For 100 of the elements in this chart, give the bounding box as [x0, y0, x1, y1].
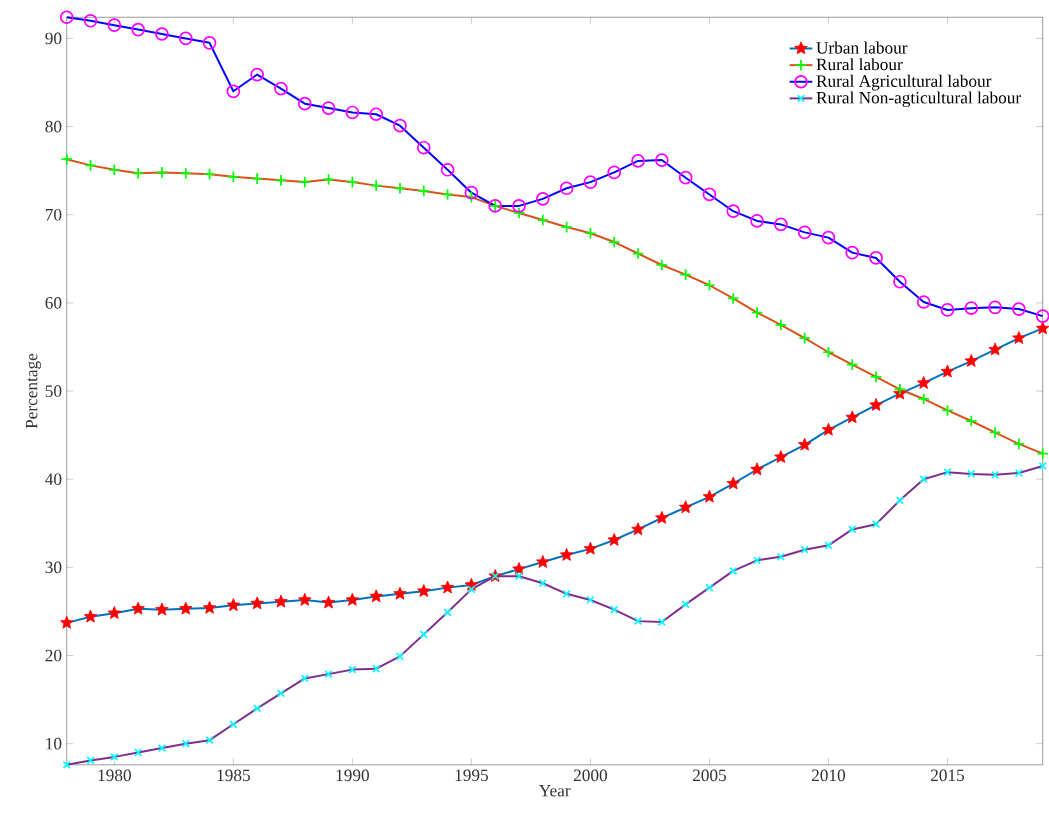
point	[916, 376, 931, 390]
point	[916, 295, 931, 310]
point	[229, 720, 238, 729]
point	[369, 589, 383, 603]
legend-label: Urban labour	[816, 41, 908, 54]
x-tick-label: 2000	[573, 769, 608, 782]
x-tick-label: 1995	[455, 769, 488, 782]
point	[702, 489, 717, 503]
point	[253, 704, 262, 713]
x-tick-label: 1980	[98, 769, 131, 782]
point	[417, 584, 431, 598]
point	[729, 566, 738, 576]
point	[776, 552, 786, 562]
point	[845, 410, 859, 424]
point	[300, 674, 309, 683]
point	[1012, 437, 1026, 451]
point	[274, 174, 288, 187]
point	[893, 383, 907, 396]
point	[774, 217, 788, 232]
point	[179, 167, 192, 180]
point	[654, 153, 669, 168]
point	[583, 542, 598, 555]
point	[1012, 331, 1026, 345]
point	[846, 358, 859, 371]
point	[727, 292, 740, 305]
point	[107, 606, 122, 620]
point	[131, 601, 145, 615]
point	[348, 665, 357, 674]
point	[83, 609, 98, 623]
point	[586, 596, 595, 605]
point	[536, 214, 549, 227]
point	[157, 744, 167, 753]
point	[678, 500, 693, 514]
point	[562, 589, 571, 599]
point	[893, 275, 907, 289]
point	[821, 231, 836, 245]
point	[535, 192, 550, 206]
point	[871, 520, 881, 529]
point	[440, 163, 455, 177]
point	[583, 175, 598, 190]
point	[1036, 447, 1049, 461]
point	[988, 426, 1002, 439]
point	[512, 206, 526, 220]
point	[298, 176, 311, 189]
point	[86, 756, 95, 765]
point	[1035, 309, 1049, 324]
y-tick-label: 30	[45, 561, 62, 574]
point	[702, 187, 717, 202]
point	[514, 572, 524, 581]
point	[917, 392, 930, 406]
point	[226, 84, 241, 99]
point	[967, 469, 976, 479]
point	[750, 462, 764, 476]
point	[726, 476, 740, 490]
point	[822, 346, 835, 359]
point	[536, 555, 550, 569]
point	[1038, 462, 1047, 471]
point	[250, 596, 264, 610]
point	[631, 247, 645, 260]
y-tick-label: 60	[45, 297, 62, 309]
point	[155, 27, 169, 42]
point	[705, 583, 714, 592]
point	[631, 522, 645, 536]
y-tick-label: 20	[45, 649, 62, 662]
x-tick-label: 2005	[692, 769, 727, 782]
point	[774, 450, 788, 464]
point	[227, 170, 240, 184]
point	[919, 475, 928, 484]
point	[869, 398, 883, 412]
point	[60, 616, 74, 629]
point	[681, 600, 690, 609]
point	[655, 511, 669, 524]
point	[441, 188, 454, 201]
point	[205, 736, 214, 745]
point	[559, 548, 574, 561]
point	[990, 470, 1000, 480]
point	[155, 602, 169, 616]
point	[345, 105, 360, 120]
point	[393, 182, 407, 195]
point	[393, 119, 407, 133]
point	[869, 251, 883, 265]
point	[181, 739, 190, 749]
point	[1012, 302, 1026, 317]
point	[940, 303, 955, 317]
point	[679, 268, 692, 282]
legend-label: Rural Non-agticultural labour	[816, 91, 1022, 108]
point	[393, 586, 407, 600]
point	[607, 533, 621, 546]
y-tick-label: 10	[46, 738, 62, 750]
point	[416, 141, 431, 155]
y-tick-label: 70	[45, 209, 62, 221]
point	[821, 422, 836, 436]
y-tick-label: 80	[45, 120, 62, 133]
point	[726, 204, 741, 219]
point	[559, 181, 574, 196]
point	[250, 67, 265, 82]
point	[203, 168, 216, 181]
point	[131, 22, 145, 37]
point	[988, 300, 1002, 315]
point	[845, 245, 860, 260]
